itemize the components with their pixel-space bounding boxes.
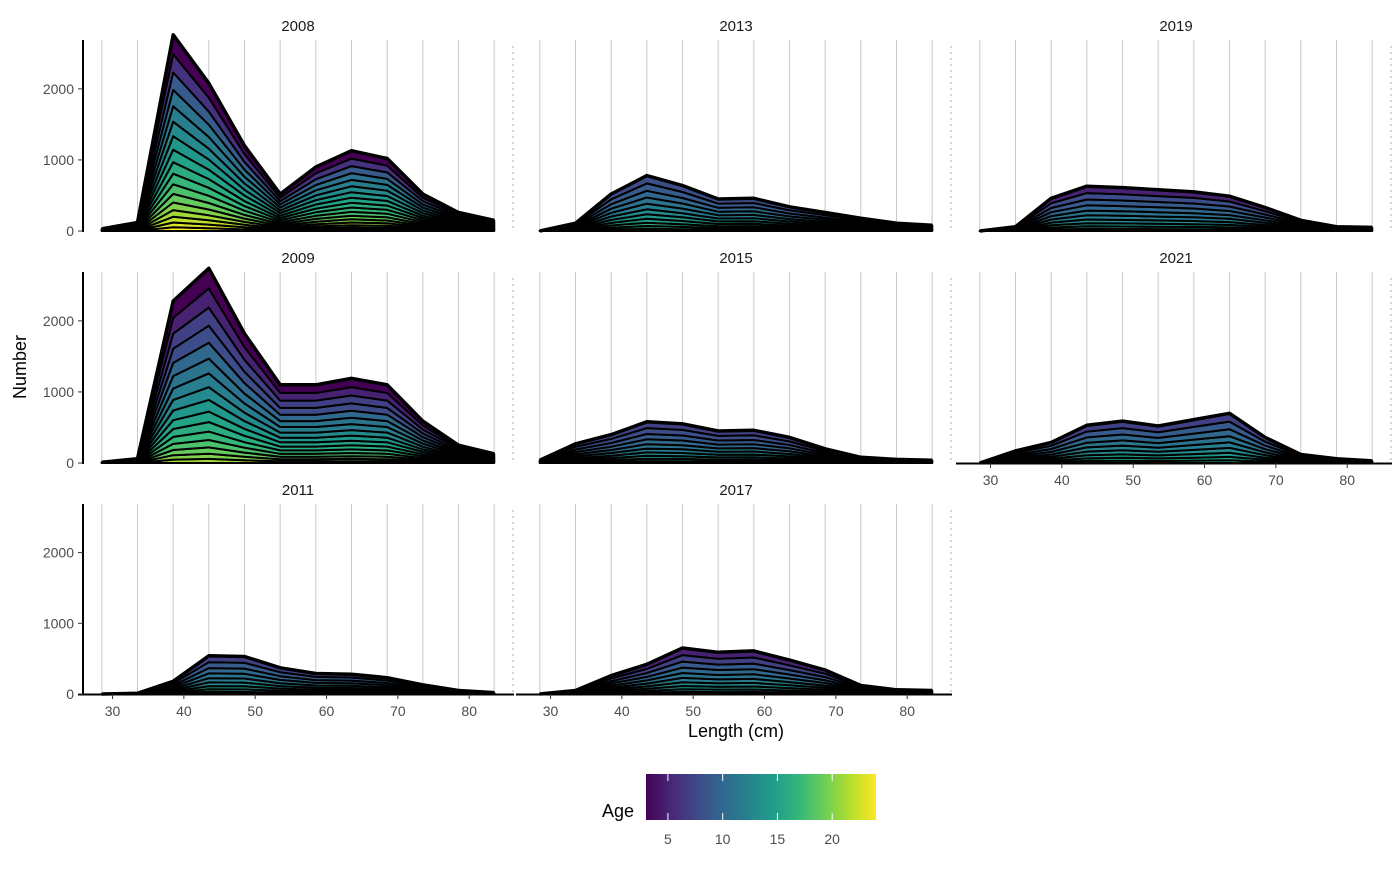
y-tick-label: 2000	[43, 545, 74, 561]
total-outline	[539, 173, 933, 233]
facet-strip-label: 2013	[719, 18, 752, 35]
facet-panel-2015: 2015	[538, 250, 952, 464]
total-outline	[101, 33, 495, 231]
facet-strip-label: 2017	[719, 482, 752, 499]
facet-strip-label: 2011	[282, 482, 314, 499]
facet-panel-2009: 2009 0 1000 2000	[43, 250, 514, 471]
legend-tick-label: 15	[770, 831, 786, 847]
legend-title: Age	[602, 801, 634, 821]
x-tick-label: 50	[1125, 472, 1141, 488]
x-tick-label: 50	[247, 703, 263, 719]
x-tick-label: 30	[105, 703, 121, 719]
facet-strip-label: 2015	[719, 250, 752, 267]
legend-tick-label: 10	[715, 831, 731, 847]
facet-panel-2021: 2021 30 40 50 60 70 80	[956, 250, 1392, 488]
x-tick-label: 30	[543, 703, 559, 719]
y-axis-title: Number	[10, 335, 30, 399]
x-tick-label: 70	[390, 703, 406, 719]
y-tick-label: 2000	[43, 81, 74, 97]
x-tick-label: 70	[1268, 472, 1284, 488]
color-legend: Age 5 10 15 20	[602, 774, 876, 847]
y-tick-label: 0	[66, 686, 74, 702]
facet-strip-label: 2019	[1159, 18, 1192, 35]
legend-colorbar	[646, 774, 876, 820]
total-outline	[539, 646, 933, 696]
x-tick-label: 40	[1054, 472, 1070, 488]
total-outline	[979, 184, 1373, 233]
facet-strip-label: 2021	[1159, 250, 1192, 267]
x-tick-label: 40	[614, 703, 630, 719]
y-tick-label: 1000	[43, 152, 74, 168]
y-tick-label: 1000	[43, 384, 74, 400]
x-tick-label: 80	[1339, 472, 1355, 488]
x-tick-label: 60	[319, 703, 335, 719]
total-outline	[539, 420, 933, 462]
legend-tick-label: 20	[824, 831, 840, 847]
facet-strip-label: 2009	[281, 250, 314, 267]
facet-strip-label: 2008	[281, 18, 314, 35]
total-outline	[979, 411, 1373, 465]
x-tick-label: 60	[1197, 472, 1213, 488]
facet-panel-2008: 2008 0 1000 2000	[43, 18, 514, 239]
y-tick-label: 0	[66, 455, 74, 471]
facet-panel-2019: 2019	[978, 18, 1392, 233]
x-tick-label: 60	[757, 703, 773, 719]
panels-layer: 2008 0 1000 2000 2013 2019 2009 0 1000 2000 2015 20…	[43, 18, 1392, 719]
legend-ticks: 5 10 15 20	[664, 774, 840, 847]
x-tick-label: 80	[461, 703, 477, 719]
y-tick-label: 0	[66, 223, 74, 239]
facet-panel-2017: 2017 30 40 50 60 70 80	[516, 482, 952, 719]
total-outline	[101, 654, 495, 696]
x-tick-label: 50	[685, 703, 701, 719]
x-tick-label: 70	[828, 703, 844, 719]
x-tick-label: 80	[899, 703, 915, 719]
x-tick-label: 30	[983, 472, 999, 488]
facet-panel-2011: 2011 30 40 50 60 70 80 0 1000 2000	[43, 482, 514, 719]
x-tick-label: 40	[176, 703, 192, 719]
y-tick-label: 1000	[43, 615, 74, 631]
facet-panel-2013: 2013	[538, 18, 952, 233]
x-axis-title: Length (cm)	[688, 721, 784, 741]
legend-tick-label: 5	[664, 831, 672, 847]
total-outline	[101, 266, 495, 465]
y-tick-label: 2000	[43, 313, 74, 329]
